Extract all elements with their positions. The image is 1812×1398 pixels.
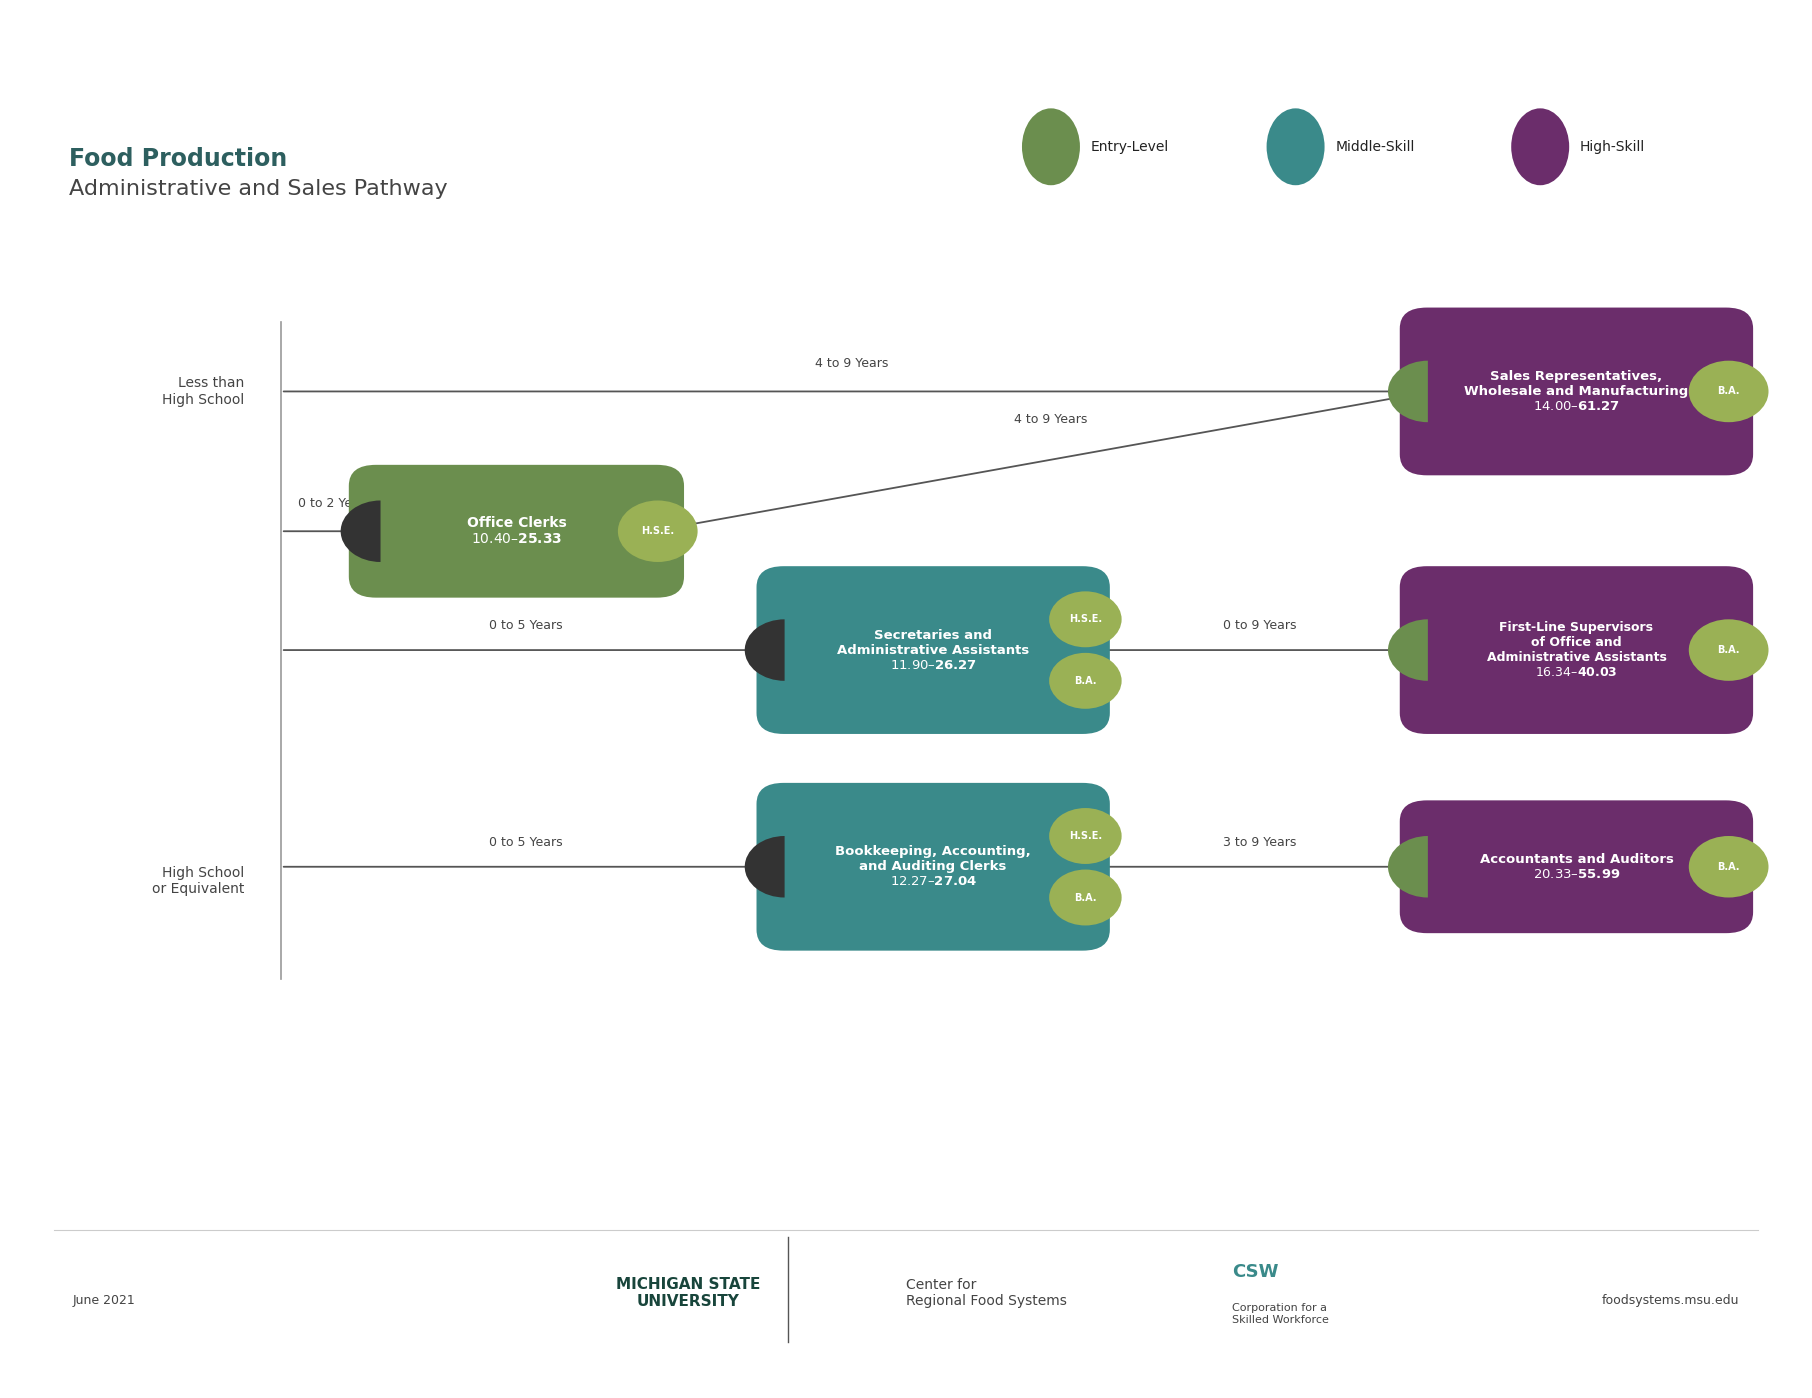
Text: B.A.: B.A. <box>1718 861 1740 872</box>
Text: H.S.E.: H.S.E. <box>1069 830 1102 842</box>
Wedge shape <box>745 619 785 681</box>
Circle shape <box>1689 836 1769 898</box>
FancyBboxPatch shape <box>348 464 683 598</box>
Wedge shape <box>1388 619 1428 681</box>
Text: June 2021: June 2021 <box>72 1293 136 1307</box>
Text: First-Line Supervisors
of Office and
Administrative Assistants
$16.34–$40.03: First-Line Supervisors of Office and Adm… <box>1486 621 1667 679</box>
Wedge shape <box>341 500 381 562</box>
Text: High School
or Equivalent: High School or Equivalent <box>152 865 245 896</box>
Text: Office Clerks
$10.40–$25.33: Office Clerks $10.40–$25.33 <box>466 516 567 547</box>
Text: Less than
High School: Less than High School <box>163 376 245 407</box>
Wedge shape <box>1388 836 1428 898</box>
FancyBboxPatch shape <box>757 783 1109 951</box>
Text: Administrative and Sales Pathway: Administrative and Sales Pathway <box>69 179 448 199</box>
Text: H.S.E.: H.S.E. <box>1069 614 1102 625</box>
Text: B.A.: B.A. <box>1718 386 1740 397</box>
Text: 4 to 9 Years: 4 to 9 Years <box>815 358 888 370</box>
Text: Bookkeeping, Accounting,
and Auditing Clerks
$12.27–$27.04: Bookkeeping, Accounting, and Auditing Cl… <box>835 846 1031 888</box>
Text: Corporation for a
Skilled Workforce: Corporation for a Skilled Workforce <box>1232 1303 1328 1325</box>
FancyBboxPatch shape <box>757 566 1109 734</box>
Ellipse shape <box>1267 109 1325 185</box>
Circle shape <box>1049 808 1122 864</box>
Text: Center for
Regional Food Systems: Center for Regional Food Systems <box>906 1278 1067 1309</box>
Circle shape <box>618 500 698 562</box>
Text: High-Skill: High-Skill <box>1580 140 1645 154</box>
Text: B.A.: B.A. <box>1075 675 1096 686</box>
Text: B.A.: B.A. <box>1718 644 1740 656</box>
Circle shape <box>1049 870 1122 925</box>
Text: Entry-Level: Entry-Level <box>1091 140 1169 154</box>
Text: 4 to 9 Years: 4 to 9 Years <box>1015 414 1087 426</box>
Text: Middle-Skill: Middle-Skill <box>1335 140 1415 154</box>
Circle shape <box>1689 619 1769 681</box>
FancyBboxPatch shape <box>1399 566 1754 734</box>
Circle shape <box>1689 361 1769 422</box>
Text: B.A.: B.A. <box>1075 892 1096 903</box>
Wedge shape <box>745 836 785 898</box>
Text: 0 to 5 Years: 0 to 5 Years <box>489 619 562 632</box>
Text: H.S.E.: H.S.E. <box>641 526 674 537</box>
Text: MICHIGAN STATE
UNIVERSITY: MICHIGAN STATE UNIVERSITY <box>616 1276 761 1310</box>
Wedge shape <box>1388 361 1428 422</box>
Text: 0 to 9 Years: 0 to 9 Years <box>1223 619 1296 632</box>
Text: Secretaries and
Administrative Assistants
$11.90–$26.27: Secretaries and Administrative Assistant… <box>837 629 1029 671</box>
Text: CSW: CSW <box>1232 1264 1279 1281</box>
Text: foodsystems.msu.edu: foodsystems.msu.edu <box>1602 1293 1740 1307</box>
Text: Food Production: Food Production <box>69 147 286 171</box>
Text: Accountants and Auditors
$20.33–$55.99: Accountants and Auditors $20.33–$55.99 <box>1480 853 1672 881</box>
Ellipse shape <box>1511 109 1569 185</box>
Circle shape <box>1049 653 1122 709</box>
Text: 3 to 9 Years: 3 to 9 Years <box>1223 836 1296 849</box>
Text: 0 to 2 Years: 0 to 2 Years <box>299 498 371 510</box>
FancyBboxPatch shape <box>1399 800 1754 934</box>
Text: Sales Representatives,
Wholesale and Manufacturing
$14.00–$61.27: Sales Representatives, Wholesale and Man… <box>1464 370 1689 412</box>
Circle shape <box>1049 591 1122 647</box>
Text: 0 to 5 Years: 0 to 5 Years <box>489 836 562 849</box>
Ellipse shape <box>1022 109 1080 185</box>
FancyBboxPatch shape <box>1399 308 1754 475</box>
